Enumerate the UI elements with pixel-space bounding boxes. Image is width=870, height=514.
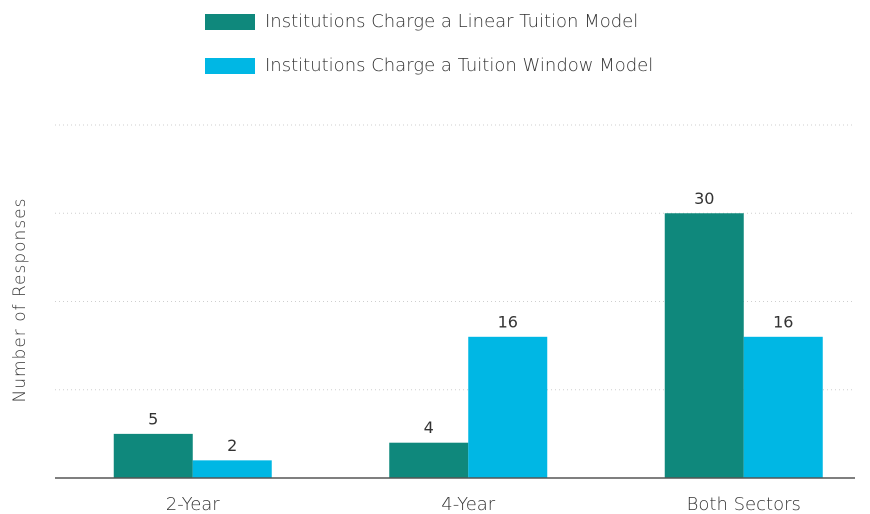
bar [113, 433, 193, 478]
legend-swatch [205, 14, 255, 30]
y-axis-label: Number of Responses [10, 198, 30, 403]
x-tick-label: 2-Year [166, 494, 221, 514]
bar [468, 336, 548, 478]
bar [389, 442, 469, 478]
value-label: 16 [498, 312, 518, 331]
value-label: 30 [694, 189, 714, 208]
legend-label: Institutions Charge a Linear Tuition Mod… [265, 11, 638, 32]
legend-swatch [205, 58, 255, 74]
value-label: 16 [773, 312, 793, 331]
x-tick-label: Both Sectors [687, 494, 801, 514]
value-label: 2 [227, 436, 237, 455]
bar [192, 460, 272, 478]
value-label: 5 [148, 409, 158, 428]
value-label: 4 [424, 418, 434, 437]
bar [743, 336, 823, 478]
bar [664, 213, 744, 478]
x-tick-label: 4-Year [441, 494, 496, 514]
legend-label: Institutions Charge a Tuition Window Mod… [265, 55, 653, 76]
